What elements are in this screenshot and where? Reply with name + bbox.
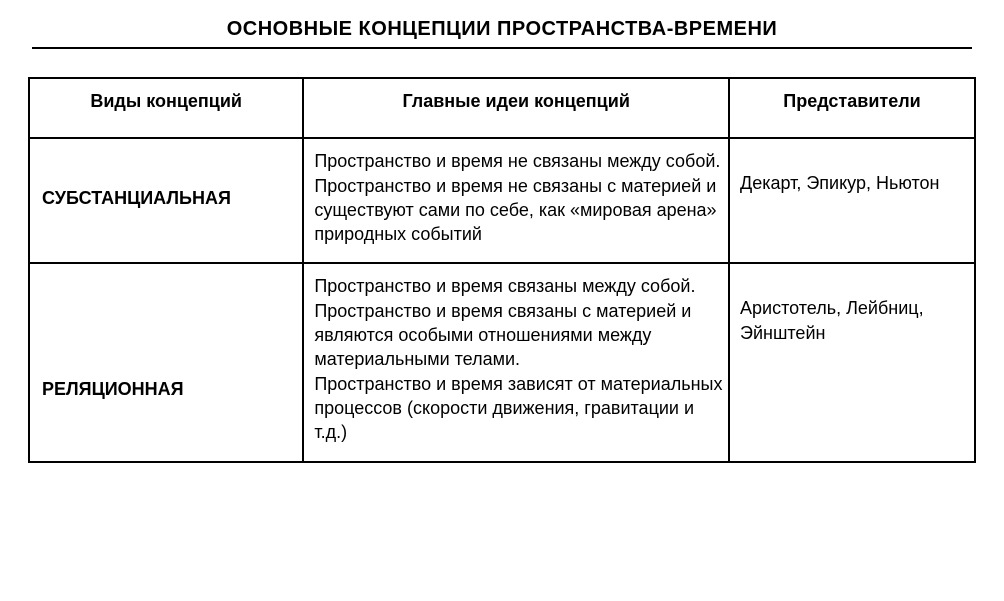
concepts-table: Виды концепций Главные идеи концепций Пр… [28, 77, 976, 463]
table-row: СУБСТАНЦИАЛЬНАЯ Пространство и время не … [29, 138, 975, 263]
cell-ideas: Пространство и время связаны между собой… [303, 263, 729, 461]
col-header-ideas: Главные идеи концепций [303, 78, 729, 138]
cell-concept: РЕЛЯЦИОННАЯ [29, 263, 303, 461]
cell-representatives: Декарт, Эпикур, Ньютон [729, 138, 975, 263]
title-divider [32, 47, 972, 49]
cell-concept: СУБСТАНЦИАЛЬНАЯ [29, 138, 303, 263]
col-header-concept: Виды концепций [29, 78, 303, 138]
col-header-reps: Представители [729, 78, 975, 138]
table-row: РЕЛЯЦИОННАЯ Пространство и время связаны… [29, 263, 975, 461]
table-header-row: Виды концепций Главные идеи концепций Пр… [29, 78, 975, 138]
cell-ideas: Пространство и время не связаны между со… [303, 138, 729, 263]
page-title: ОСНОВНЫЕ КОНЦЕПЦИИ ПРОСТРАНСТВА-ВРЕМЕНИ [28, 18, 976, 41]
cell-representatives: Аристотель, Лейбниц, Эйнштейн [729, 263, 975, 461]
